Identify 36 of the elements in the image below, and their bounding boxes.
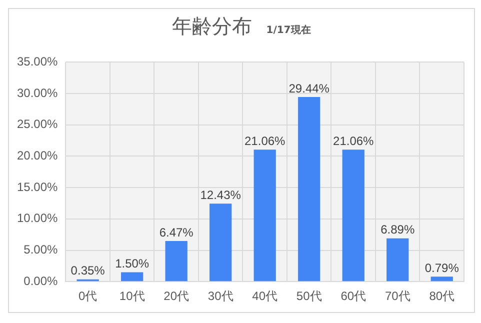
x-tick-label: 10代 <box>119 289 145 304</box>
bar <box>386 238 409 282</box>
y-tick-label: 0.00% <box>24 274 58 288</box>
data-label: 1.50% <box>115 256 150 271</box>
bar <box>165 241 188 282</box>
x-tick-label: 50代 <box>296 289 322 304</box>
y-tick-label: 10.00% <box>16 211 58 226</box>
data-label: 21.06% <box>333 134 374 148</box>
bar <box>210 204 232 282</box>
data-label: 21.06% <box>244 134 286 148</box>
y-tick-label: 25.00% <box>16 117 58 132</box>
x-tick-label: 80代 <box>429 289 455 304</box>
chart-title: 年齢分布 <box>172 13 252 40</box>
data-label: 0.35% <box>70 264 106 278</box>
bar <box>342 150 364 282</box>
y-tick-label: 15.00% <box>16 180 58 194</box>
y-tick-label: 5.00% <box>24 242 58 257</box>
data-label: 29.44% <box>288 81 330 96</box>
x-tick-label: 30代 <box>208 289 234 304</box>
bar <box>430 276 453 282</box>
data-label: 6.89% <box>380 222 415 237</box>
x-tick-label: 60代 <box>340 289 366 304</box>
data-label: 6.47% <box>159 225 194 240</box>
x-tick-label: 0代 <box>78 289 98 304</box>
data-label: 12.43% <box>200 188 242 202</box>
x-tick-label: 40代 <box>252 289 278 304</box>
chart-subtitle: 1/17現在 <box>266 24 311 37</box>
x-tick-label: 20代 <box>164 289 190 304</box>
y-tick-label: 30.00% <box>16 86 58 100</box>
bar <box>121 272 144 282</box>
x-tick-label: 70代 <box>384 289 410 304</box>
data-label: 0.79% <box>424 260 460 275</box>
y-tick-label: 35.00% <box>16 54 58 69</box>
bar <box>254 150 276 282</box>
y-tick-label: 20.00% <box>16 148 58 163</box>
bar <box>298 97 320 282</box>
